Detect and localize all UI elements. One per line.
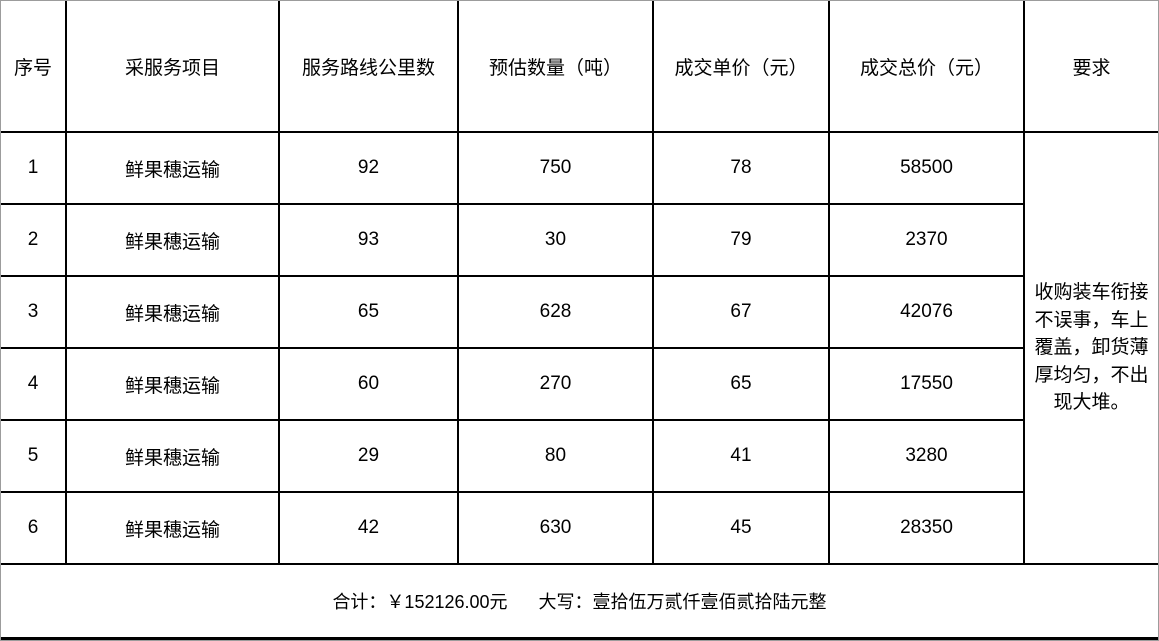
table-row: 3 鲜果穗运输 65 628 67 42076 xyxy=(1,275,1158,349)
cell-total-price: 42076 xyxy=(828,275,1025,349)
cell-unit-price: 78 xyxy=(652,131,830,205)
cell-total-price: 3280 xyxy=(828,419,1025,493)
cell-unit-price: 67 xyxy=(652,275,830,349)
cell-route-km: 93 xyxy=(278,203,459,277)
table-row: 1 鲜果穗运输 92 750 78 58500 收购装车衔接不误事，车上覆盖，卸… xyxy=(1,131,1158,565)
table-row: 4 鲜果穗运输 60 270 65 17550 xyxy=(1,347,1158,421)
cell-unit-price: 79 xyxy=(652,203,830,277)
requirements-cell: 收购装车衔接不误事，车上覆盖，卸货薄厚均匀，不出现大堆。 xyxy=(1023,131,1158,565)
col-header-service-item: 采服务项目 xyxy=(65,1,280,133)
col-header-total-price: 成交总价（元） xyxy=(828,1,1025,133)
cell-index: 5 xyxy=(1,419,67,493)
cell-total-price: 2370 xyxy=(828,203,1025,277)
cell-estimated-qty: 750 xyxy=(457,131,654,205)
cell-total-price: 17550 xyxy=(828,347,1025,421)
cell-estimated-qty: 628 xyxy=(457,275,654,349)
summary-row: 合计：￥152126.00元 大写：壹拾伍万贰仟壹佰贰拾陆元整 xyxy=(1,563,1158,640)
cell-service-item: 鲜果穗运输 xyxy=(65,131,280,205)
cell-total-price: 28350 xyxy=(828,491,1025,565)
col-header-index: 序号 xyxy=(1,1,67,133)
cell-index: 3 xyxy=(1,275,67,349)
cell-route-km: 92 xyxy=(278,131,459,205)
cell-route-km: 60 xyxy=(278,347,459,421)
cell-service-item: 鲜果穗运输 xyxy=(65,491,280,565)
summary-amount-in-words: 大写：壹拾伍万贰仟壹佰贰拾陆元整 xyxy=(538,591,827,612)
cell-route-km: 65 xyxy=(278,275,459,349)
cell-service-item: 鲜果穗运输 xyxy=(65,347,280,421)
cell-route-km: 29 xyxy=(278,419,459,493)
summary-total: 合计：￥152126.00元 xyxy=(332,591,508,612)
table-row: 6 鲜果穗运输 42 630 45 28350 xyxy=(1,491,1158,565)
cell-total-price: 58500 xyxy=(828,131,1025,205)
cell-service-item: 鲜果穗运输 xyxy=(65,203,280,277)
cell-index: 6 xyxy=(1,491,67,565)
cell-unit-price: 65 xyxy=(652,347,830,421)
header-row: 序号 采服务项目 服务路线公里数 预估数量（吨） 成交单价（元） 成交总价（元）… xyxy=(1,1,1158,133)
col-header-estimated-qty: 预估数量（吨） xyxy=(457,1,654,133)
cell-service-item: 鲜果穗运输 xyxy=(65,275,280,349)
cell-estimated-qty: 630 xyxy=(457,491,654,565)
table-row: 2 鲜果穗运输 93 30 79 2370 xyxy=(1,203,1158,277)
cell-route-km: 42 xyxy=(278,491,459,565)
col-header-route-km: 服务路线公里数 xyxy=(278,1,459,133)
col-header-requirements: 要求 xyxy=(1023,1,1158,133)
cell-estimated-qty: 30 xyxy=(457,203,654,277)
cell-unit-price: 45 xyxy=(652,491,830,565)
cell-unit-price: 41 xyxy=(652,419,830,493)
table-row: 5 鲜果穗运输 29 80 41 3280 xyxy=(1,419,1158,493)
cell-index: 4 xyxy=(1,347,67,421)
col-header-unit-price: 成交单价（元） xyxy=(652,1,830,133)
cell-index: 2 xyxy=(1,203,67,277)
summary-cell: 合计：￥152126.00元 大写：壹拾伍万贰仟壹佰贰拾陆元整 xyxy=(1,563,1158,640)
cell-service-item: 鲜果穗运输 xyxy=(65,419,280,493)
cell-index: 1 xyxy=(1,131,67,205)
cell-estimated-qty: 80 xyxy=(457,419,654,493)
cell-estimated-qty: 270 xyxy=(457,347,654,421)
